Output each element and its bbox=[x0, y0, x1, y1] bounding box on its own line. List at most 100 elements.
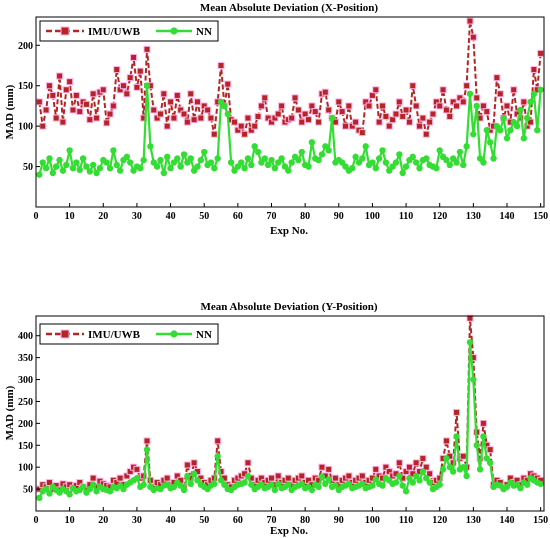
x-axis: 0 10 20 30 40 50 60 70 80 90 100 110 120 130 140 150 bbox=[34, 507, 548, 526]
data-point-imu-uwb bbox=[298, 118, 306, 126]
chart-title: Mean Absolute Deviation (Y-Position) bbox=[200, 301, 377, 313]
data-point-imu-uwb bbox=[358, 129, 366, 137]
data-point-nn bbox=[221, 481, 228, 488]
data-point-nn bbox=[460, 161, 467, 169]
data-point-nn bbox=[443, 455, 450, 462]
data-point-imu-uwb bbox=[257, 102, 265, 110]
x-tick-label: 90 bbox=[334, 515, 344, 526]
data-point-imu-uwb bbox=[143, 437, 151, 445]
y-tick-label: 200 bbox=[18, 41, 33, 52]
x-tick-label: 140 bbox=[499, 211, 514, 222]
legend-imu-label: IMU/UWB bbox=[88, 329, 141, 341]
data-point-imu-uwb bbox=[358, 472, 366, 480]
data-point-imu-uwb bbox=[217, 62, 225, 70]
data-point-imu-uwb bbox=[241, 130, 249, 138]
data-point-imu-uwb bbox=[372, 465, 380, 473]
data-point-imu-uwb bbox=[338, 108, 346, 116]
x-tick-label: 40 bbox=[166, 211, 176, 222]
data-point-imu-uwb bbox=[99, 86, 107, 94]
data-point-imu-uwb bbox=[335, 98, 343, 106]
data-point-imu-uwb bbox=[42, 106, 50, 114]
data-point-nn bbox=[271, 164, 279, 172]
data-point-nn bbox=[123, 153, 131, 161]
x-tick-label: 70 bbox=[266, 515, 276, 526]
data-point-nn bbox=[73, 159, 80, 166]
x-tick-label: 80 bbox=[300, 211, 310, 222]
data-point-nn bbox=[248, 161, 255, 169]
data-point-nn bbox=[89, 161, 97, 169]
data-point-imu-uwb bbox=[382, 112, 390, 120]
data-point-imu-uwb bbox=[66, 78, 74, 86]
plot-frame bbox=[35, 16, 545, 208]
data-point-nn bbox=[517, 106, 524, 114]
x-tick-label: 150 bbox=[533, 515, 548, 526]
data-point-imu-uwb bbox=[466, 17, 474, 25]
x-tick-label: 140 bbox=[499, 515, 514, 526]
data-point-nn bbox=[513, 122, 521, 130]
data-point-imu-uwb bbox=[163, 122, 171, 130]
y-tick-label: 200 bbox=[18, 419, 33, 430]
data-point-nn bbox=[530, 90, 538, 98]
data-point-imu-uwb bbox=[284, 474, 292, 482]
data-point-nn bbox=[483, 126, 491, 134]
data-point-imu-uwb bbox=[510, 86, 518, 94]
data-point-imu-uwb bbox=[230, 118, 238, 126]
data-point-nn bbox=[251, 143, 258, 150]
series-layer bbox=[35, 314, 545, 502]
data-point-imu-uwb bbox=[76, 108, 84, 116]
data-point-nn bbox=[271, 486, 279, 494]
x-tick-label: 50 bbox=[199, 211, 209, 222]
data-point-imu-uwb bbox=[342, 122, 350, 130]
data-point-imu-uwb bbox=[496, 90, 504, 98]
data-point-imu-uwb bbox=[116, 474, 124, 482]
data-point-nn bbox=[140, 156, 147, 164]
data-point-imu-uwb bbox=[167, 98, 175, 106]
data-point-nn bbox=[66, 147, 73, 154]
data-point-imu-uwb bbox=[389, 116, 397, 124]
data-point-imu-uwb bbox=[442, 106, 450, 114]
legend-imu-label: IMU/UWB bbox=[88, 26, 141, 38]
data-point-imu-uwb bbox=[49, 91, 57, 99]
data-point-imu-uwb bbox=[530, 66, 538, 74]
data-point-nn bbox=[244, 155, 252, 162]
x-tick-label: 20 bbox=[98, 211, 108, 222]
data-point-imu-uwb bbox=[311, 108, 319, 116]
data-point-nn bbox=[476, 466, 484, 473]
x-tick-label: 60 bbox=[233, 211, 243, 222]
data-point-imu-uwb bbox=[439, 86, 447, 94]
data-point-nn bbox=[305, 163, 312, 170]
plot-area bbox=[36, 17, 544, 207]
chart-title: Mean Absolute Deviation (X-Position) bbox=[200, 2, 378, 14]
data-point-nn bbox=[241, 164, 248, 172]
data-point-nn bbox=[308, 486, 316, 494]
data-point-imu-uwb bbox=[399, 112, 407, 120]
data-point-imu-uwb bbox=[318, 463, 326, 471]
data-point-imu-uwb bbox=[405, 118, 413, 126]
data-point-imu-uwb bbox=[197, 114, 205, 122]
y-tick-label: 400 bbox=[18, 331, 33, 342]
data-point-imu-uwb bbox=[39, 122, 47, 130]
data-point-nn bbox=[507, 126, 514, 134]
data-point-nn bbox=[466, 339, 474, 346]
data-point-imu-uwb bbox=[493, 74, 501, 82]
data-point-nn bbox=[110, 147, 117, 154]
data-point-imu-uwb bbox=[204, 106, 212, 114]
data-point-nn bbox=[359, 480, 366, 488]
data-point-nn bbox=[190, 470, 198, 477]
data-point-nn bbox=[268, 156, 275, 164]
data-point-nn bbox=[180, 151, 188, 158]
data-point-nn bbox=[423, 474, 430, 482]
data-point-nn bbox=[392, 479, 400, 486]
data-point-imu-uwb bbox=[89, 90, 97, 98]
data-point-nn bbox=[83, 163, 90, 170]
data-point-nn bbox=[140, 481, 147, 488]
data-point-imu-uwb bbox=[479, 102, 487, 110]
x-tick-label: 60 bbox=[233, 515, 243, 526]
data-point-imu-uwb bbox=[268, 474, 275, 482]
data-point-imu-uwb bbox=[133, 83, 141, 91]
x-tick-label: 100 bbox=[365, 515, 380, 526]
data-point-nn bbox=[227, 159, 235, 166]
data-point-nn bbox=[369, 159, 376, 166]
data-point-imu-uwb bbox=[325, 106, 333, 114]
data-point-nn bbox=[217, 477, 225, 484]
